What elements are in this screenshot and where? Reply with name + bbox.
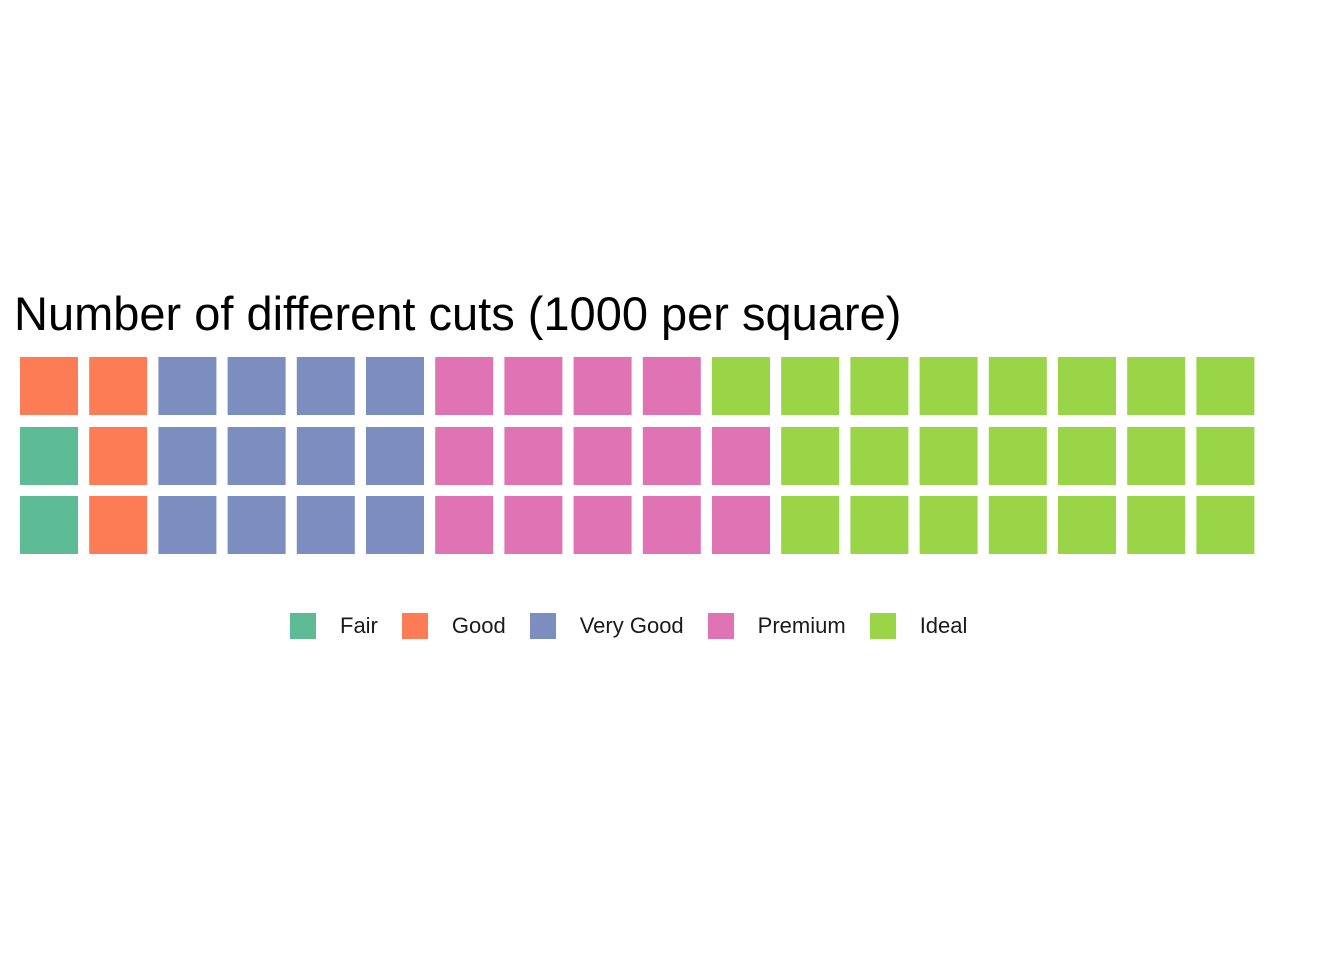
waffle-square-premium xyxy=(435,427,494,485)
legend-label-fair: Fair xyxy=(340,613,378,638)
legend-swatch-very-good xyxy=(529,613,556,639)
legend-label-good: Good xyxy=(451,613,506,638)
waffle-square-ideal xyxy=(850,357,909,415)
legend-label-ideal: Ideal xyxy=(919,613,968,638)
legend-item-very-good: Very Good xyxy=(529,613,684,639)
waffle-square-very-good xyxy=(296,357,355,415)
waffle-square-premium xyxy=(435,357,494,415)
waffle-square-very-good xyxy=(296,496,355,554)
legend-label-premium: Premium xyxy=(757,613,846,638)
waffle-square-good xyxy=(89,357,148,415)
legend-swatch-good xyxy=(401,613,428,639)
waffle-square-ideal xyxy=(781,427,840,485)
legend: Fair Good Very Good Premium Ideal xyxy=(290,612,991,640)
waffle-square-premium xyxy=(573,357,632,415)
waffle-square-premium xyxy=(435,496,494,554)
chart-title: Number of different cuts (1000 per squar… xyxy=(14,287,902,340)
waffle-square-very-good xyxy=(366,496,424,554)
legend-swatch-ideal xyxy=(869,613,896,639)
waffle-square-premium xyxy=(504,496,563,554)
waffle-square-premium xyxy=(712,427,770,485)
waffle-square-ideal xyxy=(919,357,978,415)
waffle-square-ideal xyxy=(1196,427,1255,485)
waffle-square-premium xyxy=(504,427,563,485)
waffle-square-premium xyxy=(712,496,770,554)
waffle-square-very-good xyxy=(296,427,355,485)
waffle-square-ideal xyxy=(850,496,909,554)
waffle-square-premium xyxy=(642,496,701,554)
waffle-square-premium xyxy=(642,427,701,485)
waffle-chart xyxy=(20,357,1255,554)
waffle-square-premium xyxy=(573,427,632,485)
waffle-square-ideal xyxy=(1127,427,1186,485)
legend-swatch-fair xyxy=(290,613,316,639)
waffle-square-very-good xyxy=(158,357,217,415)
waffle-square-ideal xyxy=(712,357,770,415)
waffle-square-ideal xyxy=(988,496,1047,554)
waffle-square-ideal xyxy=(781,357,840,415)
waffle-square-very-good xyxy=(227,357,286,415)
waffle-square-ideal xyxy=(781,496,840,554)
waffle-square-ideal xyxy=(919,496,978,554)
waffle-square-good xyxy=(89,427,148,485)
waffle-square-very-good xyxy=(366,357,424,415)
waffle-square-premium xyxy=(573,496,632,554)
legend-item-good: Good xyxy=(401,613,506,639)
legend-label-very-good: Very Good xyxy=(579,613,684,638)
waffle-square-ideal xyxy=(1196,357,1255,415)
waffle-square-premium xyxy=(642,357,701,415)
waffle-square-ideal xyxy=(1058,357,1116,415)
waffle-square-very-good xyxy=(158,496,217,554)
waffle-square-fair xyxy=(20,496,78,554)
legend-item-ideal: Ideal xyxy=(869,613,968,639)
waffle-square-ideal xyxy=(1058,427,1116,485)
waffle-square-very-good xyxy=(158,427,217,485)
waffle-square-very-good xyxy=(366,427,424,485)
waffle-square-good xyxy=(89,496,148,554)
legend-item-premium: Premium xyxy=(707,613,846,639)
waffle-square-good xyxy=(20,357,78,415)
waffle-square-ideal xyxy=(1058,496,1116,554)
waffle-square-fair xyxy=(20,427,78,485)
waffle-square-ideal xyxy=(988,357,1047,415)
waffle-square-ideal xyxy=(1196,496,1255,554)
waffle-square-ideal xyxy=(1127,496,1186,554)
waffle-square-premium xyxy=(504,357,563,415)
legend-item-fair: Fair xyxy=(290,613,378,639)
legend-swatch-premium xyxy=(707,613,734,639)
waffle-square-very-good xyxy=(227,496,286,554)
waffle-square-ideal xyxy=(1127,357,1186,415)
waffle-square-ideal xyxy=(988,427,1047,485)
waffle-square-ideal xyxy=(850,427,909,485)
waffle-square-ideal xyxy=(919,427,978,485)
waffle-square-very-good xyxy=(227,427,286,485)
